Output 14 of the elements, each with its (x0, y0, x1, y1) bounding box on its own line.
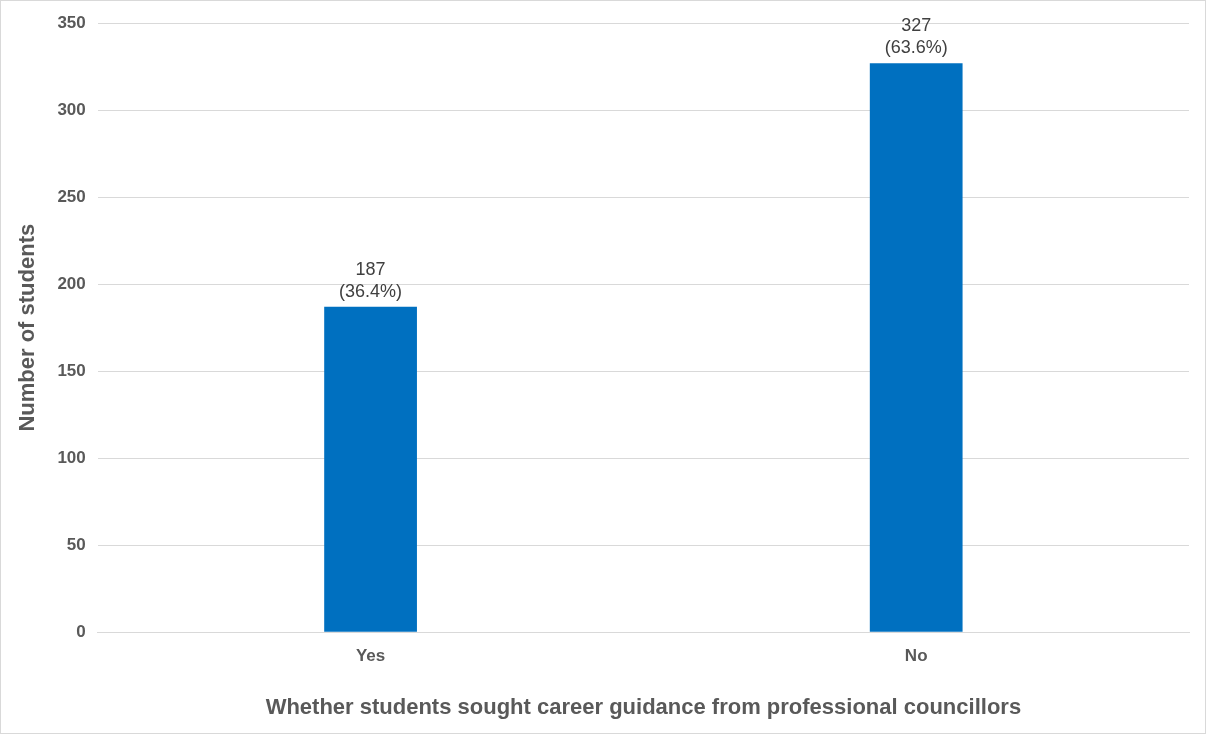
y-tick-label: 200 (57, 273, 86, 293)
y-tick-label: 250 (57, 186, 86, 206)
x-axis-title: Whether students sought career guidance from professional councillors (265, 693, 1022, 719)
y-tick-label: 100 (57, 447, 86, 467)
y-tick-label: 50 (66, 534, 86, 554)
y-axis-title: Number of students (14, 223, 40, 432)
y-tick-label: 350 (57, 12, 86, 32)
y-tick-label: 0 (76, 621, 86, 641)
data-label: 187 (36.4%) (339, 258, 403, 301)
y-tick-label: 150 (57, 360, 86, 380)
y-tick-label: 300 (57, 99, 86, 119)
x-tick-label: No (904, 646, 928, 666)
x-tick-label: Yes (355, 646, 386, 666)
data-label: 327 (63.6%) (884, 15, 948, 58)
